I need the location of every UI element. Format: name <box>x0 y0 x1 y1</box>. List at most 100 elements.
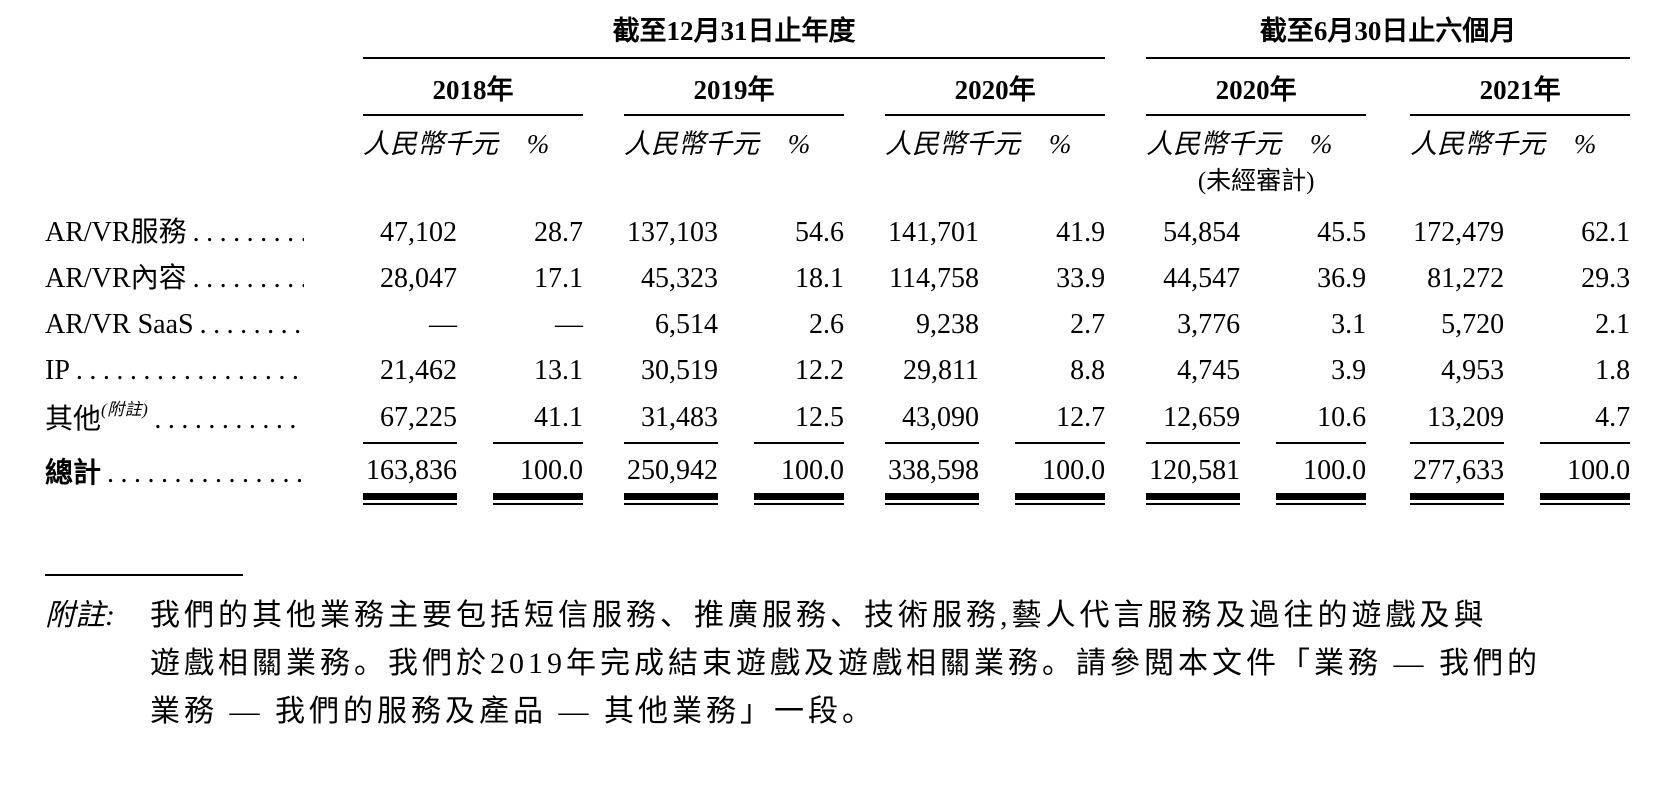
col-gap <box>718 256 754 302</box>
col-gap <box>1366 348 1410 394</box>
dot-leader <box>200 309 304 341</box>
total-percent: 100.0 <box>1276 442 1367 504</box>
col-gap <box>979 395 1015 443</box>
cell-amount: 47,102 <box>380 216 457 248</box>
cell-percent: 33.9 <box>1056 263 1106 295</box>
year-header-2019: 2019年 <box>624 58 844 117</box>
unit-header-amount: 人民幣千元 <box>1410 129 1546 160</box>
unit-header-percent: % <box>787 129 811 160</box>
unaudited-row: (未經審計) <box>45 160 1630 201</box>
col-gap <box>45 115 330 160</box>
cell-percent: 2.1 <box>1595 309 1631 341</box>
cell-percent: 12.5 <box>754 394 844 444</box>
footnote-line: 遊戲相關業務。我們於2019年完成結束遊戲及遊戲相關業務。請參閲本文件「業務 —… <box>150 647 1541 681</box>
cell-percent: 28.7 <box>534 216 583 248</box>
cell-percent: 29.3 <box>1581 263 1631 295</box>
cell-amount: 44,547 <box>1163 263 1241 295</box>
col-gap <box>1504 201 1540 256</box>
col-gap <box>583 160 624 201</box>
col-gap <box>844 348 885 394</box>
col-gap <box>583 302 624 348</box>
col-gap <box>1105 302 1146 348</box>
col-gap <box>1240 443 1276 497</box>
cell-amount: 6,514 <box>655 309 718 341</box>
footnote-line: 業務 — 我們的服務及產品 — 其他業務」一段。 <box>150 695 876 729</box>
col-gap <box>844 395 885 443</box>
col-gap <box>979 443 1015 497</box>
col-gap <box>1240 302 1276 348</box>
unit-header-percent: % <box>1048 129 1072 160</box>
col-gap <box>330 115 363 160</box>
col-gap <box>1240 348 1276 394</box>
unit-header-percent: % <box>1573 129 1597 160</box>
cell-percent: 36.9 <box>1317 263 1367 295</box>
dot-leader <box>107 458 304 490</box>
cell-percent: 12.2 <box>795 355 844 387</box>
table-row-arvr-content: AR/VR內容 28,047 17.1 45,323 18.1 114,758 … <box>45 256 1630 302</box>
col-gap <box>330 443 363 497</box>
col-gap <box>1504 256 1540 302</box>
col-gap <box>979 302 1015 348</box>
col-gap <box>624 160 844 201</box>
col-gap <box>1240 201 1276 256</box>
col-gap <box>457 395 493 443</box>
col-gap <box>1366 201 1410 256</box>
row-label: 其他 <box>45 403 102 435</box>
col-gap <box>718 302 754 348</box>
total-label: 總計 <box>45 458 102 490</box>
cell-amount: 81,272 <box>1427 263 1505 295</box>
col-gap <box>844 302 885 348</box>
col-gap <box>1366 395 1410 443</box>
col-gap <box>583 395 624 443</box>
year-header-2021-interim: 2021年 <box>1410 58 1631 117</box>
col-gap <box>457 348 493 394</box>
cell-percent: 3.1 <box>1331 309 1367 341</box>
col-gap <box>844 160 885 201</box>
col-gap <box>583 58 624 115</box>
col-gap <box>1105 395 1146 443</box>
dot-leader <box>193 217 304 249</box>
col-gap <box>330 395 363 443</box>
total-percent: 100.0 <box>1540 442 1631 504</box>
total-amount: 250,942 <box>624 442 718 504</box>
col-gap <box>1105 10 1146 58</box>
unit-header-amount: 人民幣千元 <box>624 129 759 160</box>
col-gap <box>979 201 1015 256</box>
total-percent: 100.0 <box>1015 442 1106 504</box>
col-gap <box>844 443 885 497</box>
cell-percent: 17.1 <box>534 263 583 295</box>
col-gap <box>1366 160 1410 201</box>
cell-percent: 54.6 <box>795 216 844 248</box>
cell-percent: 2.6 <box>809 309 844 341</box>
revenue-breakdown-table: 截至12月31日止年度 截至6月30日止六個月 2018年 2019年 2020… <box>45 10 1631 504</box>
dot-leader <box>154 404 304 436</box>
cell-percent: 10.6 <box>1276 394 1367 444</box>
cell-amount: 54,854 <box>1163 216 1241 248</box>
prospectus-page: 截至12月31日止年度 截至6月30日止六個月 2018年 2019年 2020… <box>0 0 1660 736</box>
cell-percent: 1.8 <box>1595 355 1631 387</box>
col-gap <box>1504 348 1540 394</box>
col-gap <box>457 256 493 302</box>
col-gap <box>844 201 885 256</box>
col-gap <box>1504 302 1540 348</box>
col-gap <box>583 201 624 256</box>
table-row-others: 其他(附註) 67,225 41.1 31,483 12.5 43,090 12… <box>45 394 1631 444</box>
cell-percent: 12.7 <box>1015 394 1106 444</box>
cell-percent: 18.1 <box>795 263 844 295</box>
cell-amount: 31,483 <box>624 394 718 444</box>
cell-percent: 2.7 <box>1070 309 1106 341</box>
col-gap <box>583 443 624 497</box>
col-gap <box>1366 302 1410 348</box>
cell-amount: 12,659 <box>1146 394 1241 444</box>
cell-amount: 43,090 <box>885 394 979 444</box>
unit-header-percent: % <box>526 129 550 160</box>
col-gap <box>1105 160 1146 201</box>
col-gap <box>330 302 363 348</box>
col-gap <box>583 115 624 160</box>
col-gap <box>330 10 363 58</box>
col-gap <box>1366 443 1410 497</box>
footnote-text: 我們的其他業務主要包括短信服務、推廣服務、技術服務,藝人代言服務及過往的遊戲及與… <box>150 592 1632 736</box>
unit-header-amount: 人民幣千元 <box>885 129 1020 160</box>
total-amount: 163,836 <box>363 442 457 504</box>
dot-leader <box>76 355 304 387</box>
